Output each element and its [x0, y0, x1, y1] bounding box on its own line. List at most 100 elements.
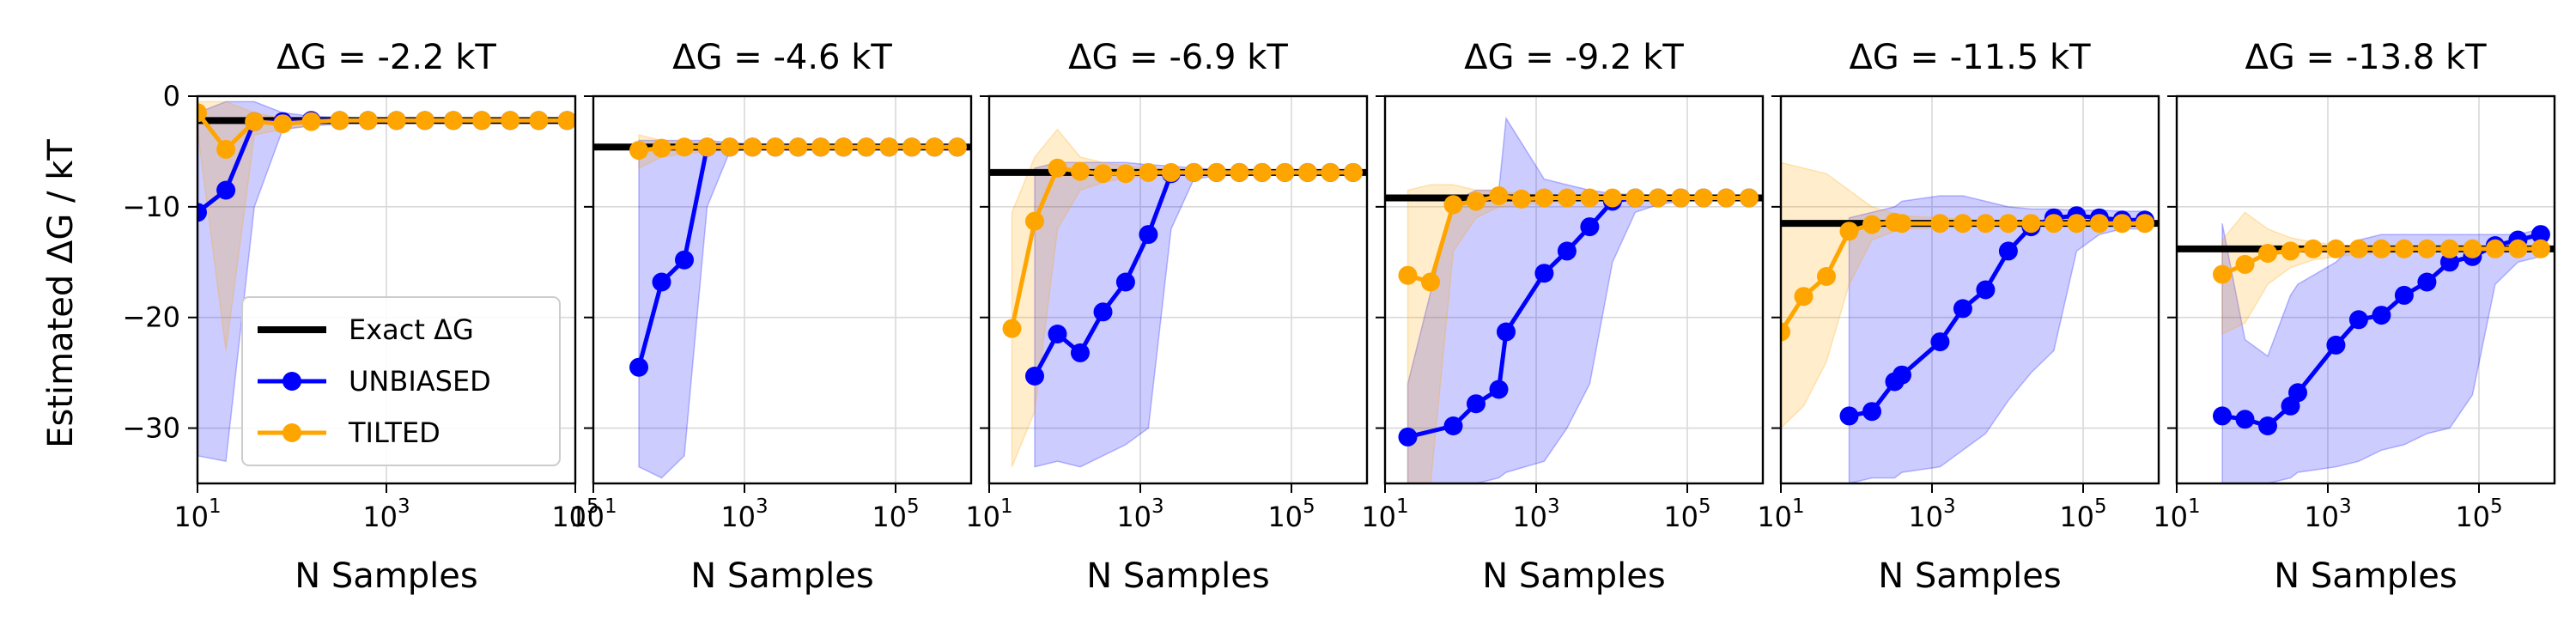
tilted-point — [1252, 162, 1272, 182]
tilted-point — [1139, 162, 1158, 182]
plot-area — [1385, 116, 1763, 483]
legend-box — [241, 296, 561, 466]
plot-area — [593, 134, 971, 479]
tilted-point — [765, 137, 785, 157]
x-tick-base: 10 — [2304, 501, 2339, 533]
tilted-point — [415, 111, 434, 131]
tilted-point — [386, 111, 406, 131]
tilted-point — [1002, 319, 1022, 338]
unbiased-point — [2439, 252, 2459, 272]
tilted-point — [1161, 162, 1181, 182]
panel-title: ΔG = -2.2 kT — [276, 38, 496, 77]
tilted-point — [472, 111, 492, 131]
x-tick-label: 103 — [1908, 495, 1955, 533]
axes-frame — [1779, 94, 2160, 485]
tilted-point — [2213, 264, 2232, 284]
axes-frame — [987, 94, 1369, 485]
tilted-point — [1230, 162, 1249, 182]
tilted-point — [1467, 191, 1485, 211]
x-tick-exponent: 3 — [1943, 495, 1956, 518]
tilted-point — [1580, 188, 1600, 208]
tilted-point — [902, 137, 921, 157]
tilted-point — [2235, 254, 2255, 274]
tilted-point — [557, 111, 575, 131]
axes-frame — [1383, 94, 1765, 485]
tilted-point — [1602, 188, 1622, 208]
x-axis-label: N Samples — [1482, 556, 1665, 596]
tilted-point — [2044, 214, 2063, 234]
y-tick-label: −10 — [122, 191, 180, 223]
tilted-point — [1184, 162, 1204, 182]
unbiased-point — [1862, 402, 1881, 422]
tilted-point — [788, 137, 808, 157]
legend-swatch-marker — [283, 372, 301, 391]
unbiased-point — [629, 357, 648, 377]
x-tick-base: 10 — [1267, 501, 1303, 533]
x-tick-exponent: 5 — [2094, 495, 2107, 518]
tilted-point — [216, 139, 236, 159]
unbiased-point — [1048, 325, 1067, 343]
tilted-point — [652, 138, 671, 158]
unbiased-point — [1976, 280, 1996, 300]
unbiased-point — [2258, 416, 2277, 435]
tilted-point — [811, 137, 830, 157]
tilted-point — [1625, 188, 1645, 208]
unbiased-point — [1557, 241, 1577, 261]
panel-title: ΔG = -13.8 kT — [2245, 38, 2487, 77]
tilted-point — [1998, 214, 2018, 234]
y-axis-label: Estimated ΔG / kT — [41, 139, 81, 448]
tilted-point — [1048, 158, 1067, 178]
x-tick-label: 101 — [965, 495, 1012, 533]
x-axis-label: N Samples — [1878, 556, 2061, 596]
x-tick-base: 10 — [2455, 501, 2490, 533]
unbiased-point — [1467, 394, 1485, 414]
tilted-point — [1398, 265, 1418, 285]
x-tick-label: 105 — [1267, 495, 1315, 533]
tilted-point — [1648, 188, 1668, 208]
tilted-point — [1297, 162, 1317, 182]
tilted-point — [2089, 214, 2109, 234]
unbiased-point — [1580, 217, 1600, 237]
tilted-point — [2258, 244, 2277, 263]
x-tick-exponent: 5 — [1698, 495, 1711, 518]
x-axis-label: N Samples — [295, 556, 477, 596]
x-tick-label: 103 — [1512, 495, 1559, 533]
unbiased-point — [1139, 225, 1158, 245]
tilted-point — [925, 137, 945, 157]
unbiased-point — [2372, 306, 2391, 325]
unbiased-point — [1071, 343, 1090, 362]
tilted-point — [1930, 214, 1950, 234]
tilted-point — [720, 137, 739, 157]
y-tick-label: −20 — [122, 301, 180, 334]
tilted-point — [245, 112, 264, 131]
tilted-point — [444, 111, 463, 131]
x-tick-exponent: 1 — [1792, 495, 1805, 518]
x-tick-base: 10 — [965, 501, 1000, 533]
tilted-point — [856, 137, 876, 157]
tilted-point — [1511, 189, 1531, 209]
x-tick-base: 10 — [362, 501, 398, 533]
legend-swatch-marker — [283, 423, 301, 442]
tilted-point — [1321, 162, 1340, 182]
tilted-point — [1443, 195, 1463, 215]
unbiased-point — [1953, 299, 1972, 319]
unbiased-point — [675, 250, 694, 270]
x-tick-label: 103 — [720, 495, 768, 533]
x-tick-base: 10 — [872, 501, 907, 533]
tilted-point — [2485, 239, 2505, 258]
unbiased-point — [652, 272, 671, 292]
x-tick-exponent: 1 — [1000, 495, 1013, 518]
x-axis-label: N Samples — [690, 556, 873, 596]
tilted-point — [1976, 214, 1996, 234]
legend-label: UNBIASED — [349, 365, 491, 398]
unbiased-point — [1839, 406, 1859, 426]
legend: Exact ΔG UNBIASED TILTED — [241, 296, 561, 466]
unbiased-point — [2348, 310, 2368, 330]
tilted-point — [358, 111, 378, 131]
